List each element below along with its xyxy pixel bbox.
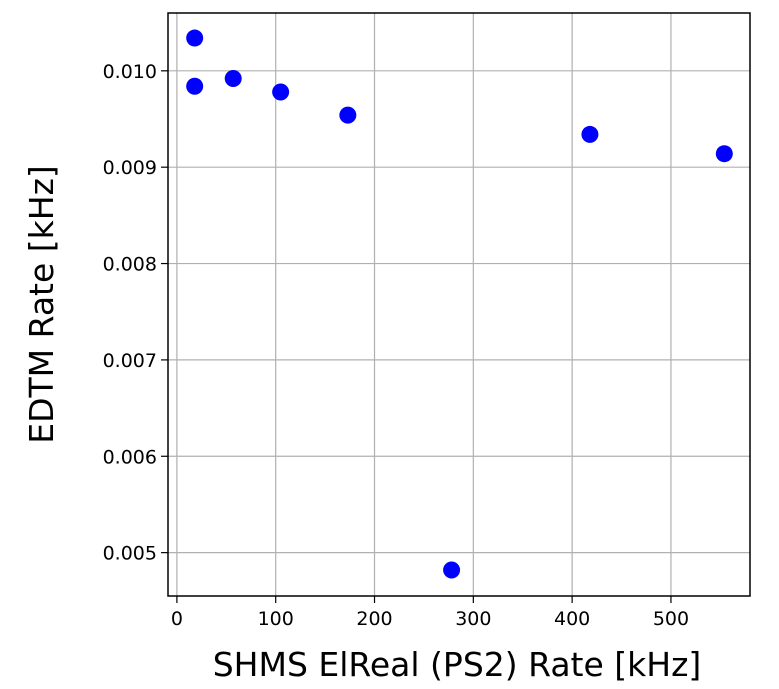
grid-lines: [168, 13, 750, 596]
x-tick-label: 300: [455, 608, 491, 630]
y-tick-label: 0.005: [103, 543, 157, 565]
axis-ticks: 0 100 200 300 400 500 0.005 0.006 0.007 0.008 0.00…: [103, 61, 689, 630]
data-point: [186, 29, 204, 47]
y-tick-label: 0.009: [103, 157, 157, 179]
x-tick-label: 0: [171, 608, 183, 630]
y-tick-label: 0.007: [103, 350, 157, 372]
y-tick-label: 0.006: [103, 446, 157, 468]
x-tick-label: 500: [653, 608, 689, 630]
y-axis-title: EDTM Rate [kHz]: [22, 165, 61, 444]
plot-frame: [167, 12, 751, 597]
data-point: [715, 145, 733, 163]
y-tick-label: 0.010: [103, 61, 157, 83]
data-point: [443, 561, 461, 579]
y-tick-label: 0.008: [103, 254, 157, 276]
x-axis-title: SHMS ElReal (PS2) Rate [kHz]: [213, 645, 702, 684]
x-tick-label: 100: [258, 608, 294, 630]
data-points: [186, 29, 733, 579]
data-point: [339, 106, 357, 124]
x-tick-label: 200: [356, 608, 392, 630]
data-point: [581, 125, 599, 143]
data-point: [186, 77, 204, 95]
data-point: [224, 70, 242, 88]
x-tick-label: 400: [554, 608, 590, 630]
data-point: [272, 83, 290, 101]
